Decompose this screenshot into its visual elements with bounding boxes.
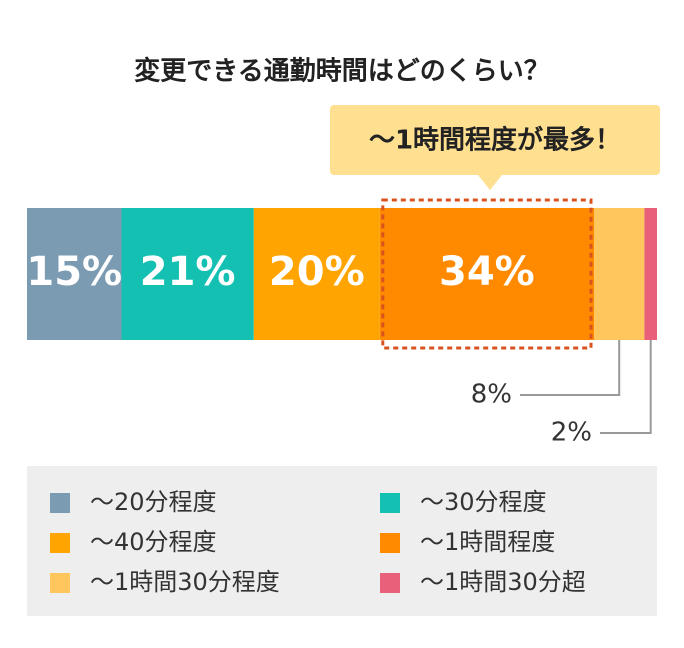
leader-line: [600, 340, 652, 434]
legend-swatch: [380, 573, 400, 593]
legend-swatch: [50, 493, 70, 513]
legend-swatch: [50, 573, 70, 593]
leader-line: [520, 340, 621, 396]
legend-box: [27, 466, 657, 616]
legend-label: 〜1時間程度: [420, 528, 555, 556]
data-label: 20%: [269, 249, 365, 295]
bar-segment: [121, 208, 254, 340]
legend-label: 〜1時間30分程度: [90, 568, 280, 596]
callout-box: [330, 105, 660, 175]
data-label: 21%: [140, 249, 236, 295]
annotation: 〜1時間程度が最多！: [369, 125, 621, 156]
bar-segment: [379, 208, 594, 340]
data-label: 34%: [439, 249, 535, 295]
data-label: 2%: [551, 418, 592, 448]
bar-segment: [644, 208, 657, 340]
callout-pointer: [478, 175, 502, 190]
chart-title: 変更できる通勤時間はどのくらい？: [134, 56, 549, 87]
legend-swatch: [380, 533, 400, 553]
bar-segment: [27, 208, 122, 340]
bar-segment: [253, 208, 380, 340]
highlight-frame: [381, 198, 593, 350]
legend-swatch: [380, 493, 400, 513]
legend-label: 〜30分程度: [420, 488, 547, 516]
data-label: 15%: [26, 249, 122, 295]
legend-label: 〜20分程度: [90, 488, 217, 516]
legend-label: 〜1時間30分超: [420, 568, 586, 596]
bar-segment: [594, 208, 645, 340]
legend-label: 〜40分程度: [90, 528, 217, 556]
legend-swatch: [50, 533, 70, 553]
data-label: 8%: [471, 380, 512, 410]
